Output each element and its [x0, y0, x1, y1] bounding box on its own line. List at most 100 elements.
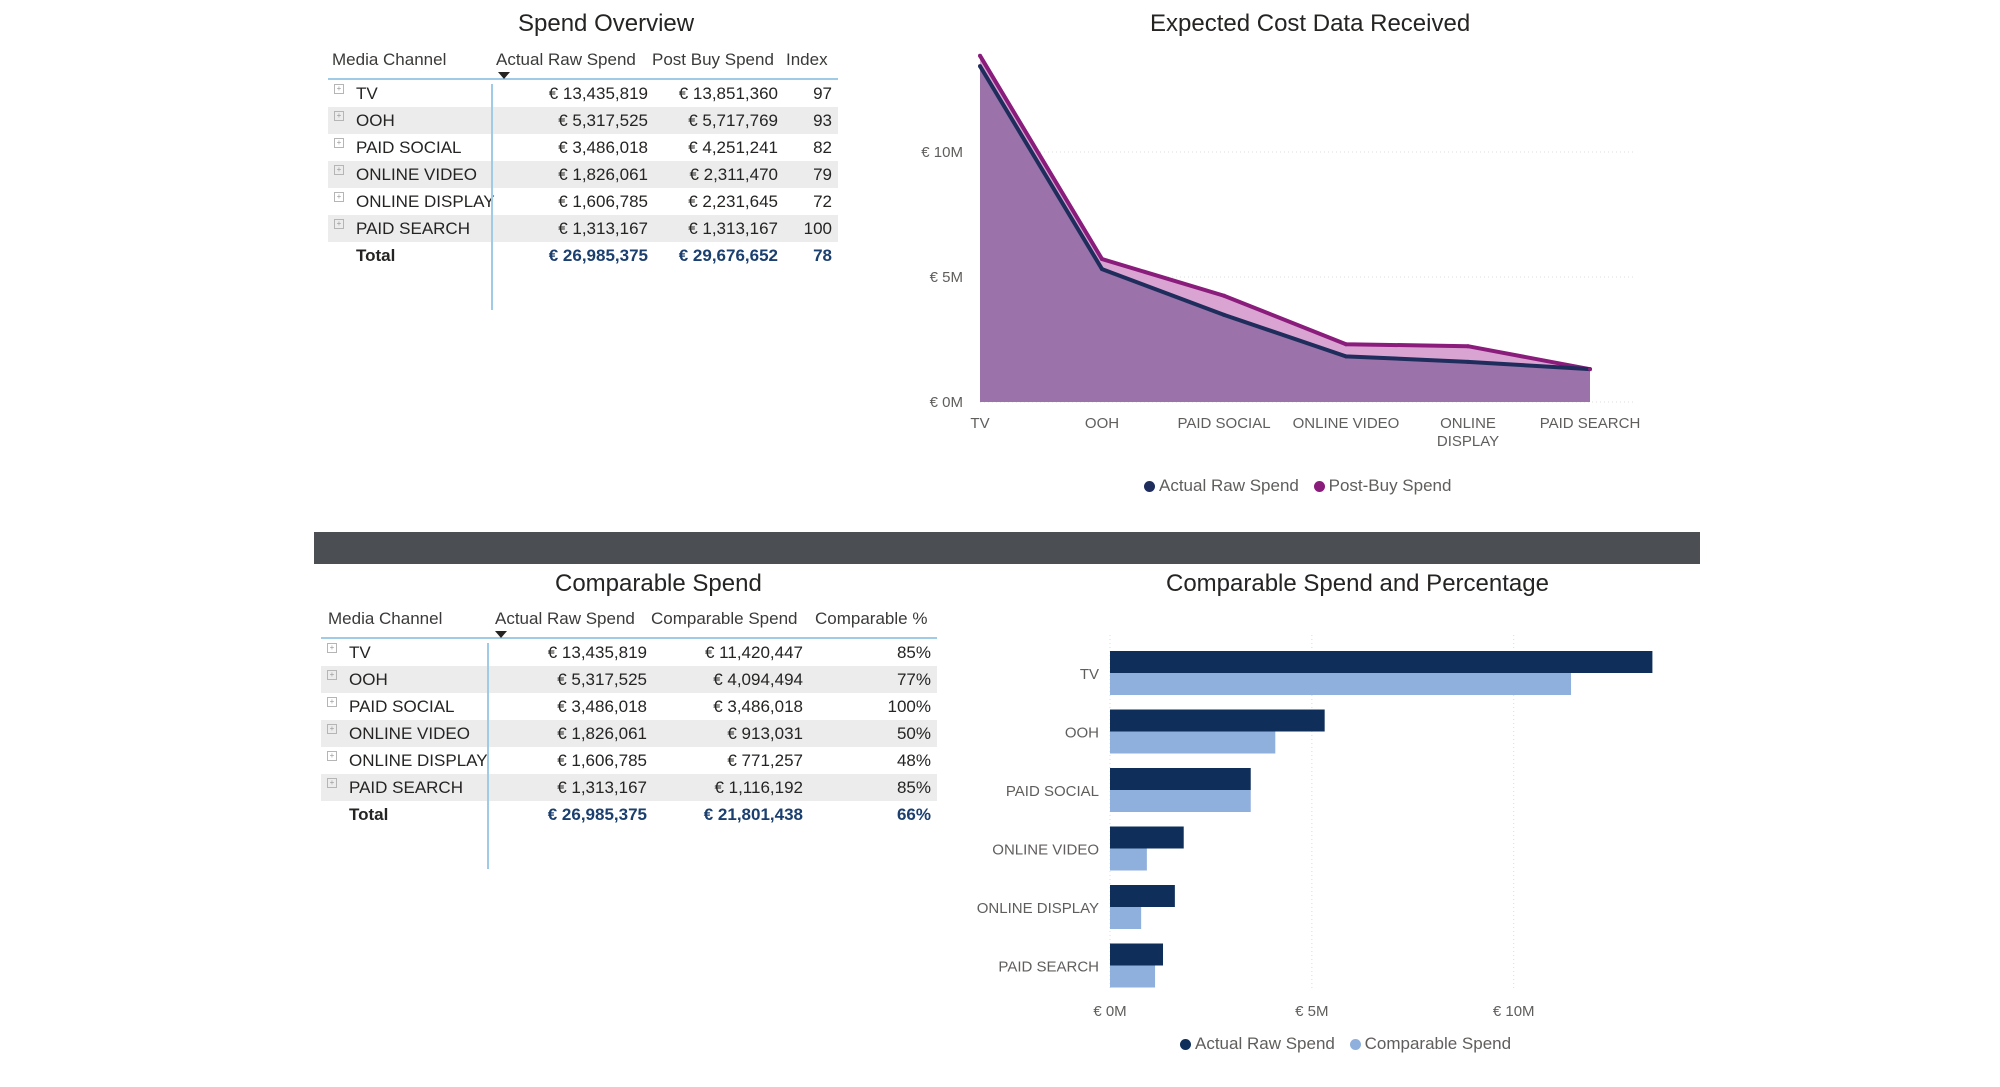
expand-icon[interactable]: +: [334, 111, 344, 121]
cell-actual-raw-spend: € 3,486,018: [558, 138, 648, 157]
bar-comparable-spend[interactable]: [1110, 673, 1572, 695]
actual-point[interactable]: [978, 64, 982, 69]
legend-item-post-buy[interactable]: Post-Buy Spend: [1313, 476, 1451, 495]
y-tick-label: PAID SEARCH: [998, 959, 1099, 976]
expand-icon[interactable]: +: [327, 670, 337, 680]
header-index[interactable]: Index: [786, 50, 828, 69]
cell-comparable-pct: 85%: [896, 778, 931, 797]
spend-overview-table: Media Channel Actual Raw Spend Post Buy …: [328, 44, 838, 310]
header-post-buy-spend[interactable]: Post Buy Spend: [652, 50, 774, 69]
y-tick-label: PAID SOCIAL: [1006, 783, 1099, 800]
spend-overview-title: Spend Overview: [518, 10, 695, 37]
actual-point[interactable]: [1222, 312, 1226, 317]
legend-item-actual[interactable]: Actual Raw Spend: [1144, 476, 1299, 495]
bar-comparable-spend[interactable]: [1110, 848, 1147, 871]
bar-actual-raw-spend[interactable]: [1110, 826, 1184, 849]
sort-desc-icon[interactable]: [498, 72, 510, 79]
y-tick-label: ONLINE VIDEO: [992, 842, 1099, 859]
bar-actual-raw-spend[interactable]: [1110, 709, 1325, 732]
expand-icon[interactable]: +: [327, 751, 337, 761]
header-comparable-spend[interactable]: Comparable Spend: [651, 609, 798, 628]
table-row[interactable]: + TV € 13,435,819 € 13,851,360 97: [328, 80, 838, 107]
expand-icon[interactable]: +: [327, 697, 337, 707]
section-divider: [314, 532, 1700, 564]
cell-post-buy-spend: € 2,231,645: [688, 192, 778, 211]
table-row[interactable]: + PAID SOCIAL € 3,486,018 € 4,251,241 82: [328, 134, 838, 161]
cell-actual-raw-spend: € 3,486,018: [557, 697, 647, 716]
x-tick-label: PAID SOCIAL: [1177, 415, 1270, 432]
bar-actual-raw-spend[interactable]: [1110, 943, 1164, 966]
cell-actual-raw-spend: € 13,435,819: [548, 84, 648, 103]
cell-actual-raw-spend: € 1,606,785: [558, 192, 648, 211]
post-buy-point[interactable]: [978, 53, 982, 58]
cell-index: 78: [813, 246, 832, 265]
bar-comparable-spend[interactable]: [1110, 731, 1276, 754]
sort-desc-icon[interactable]: [495, 631, 507, 638]
table-row[interactable]: + ONLINE DISPLAY € 1,606,785 € 2,231,645 72: [328, 188, 838, 215]
post-buy-point[interactable]: [1100, 257, 1104, 262]
cell-actual-raw-spend: € 1,313,167: [557, 778, 647, 797]
cell-post-buy-spend: € 1,313,167: [688, 219, 778, 238]
cell-channel: ONLINE VIDEO: [349, 724, 470, 743]
expand-icon[interactable]: +: [327, 778, 337, 788]
header-comparable-pct[interactable]: Comparable %: [815, 609, 928, 628]
actual-point[interactable]: [1100, 267, 1104, 272]
post-buy-point[interactable]: [1222, 293, 1226, 298]
legend-item-comparable[interactable]: Comparable Spend: [1349, 1034, 1511, 1053]
header-media-channel[interactable]: Media Channel: [328, 609, 443, 628]
header-actual-raw-spend[interactable]: Actual Raw Spend: [496, 50, 636, 69]
cell-index: 97: [813, 84, 832, 103]
x-tick-label: OOH: [1085, 415, 1119, 432]
table-row[interactable]: + ONLINE VIDEO € 1,826,061 € 2,311,470 79: [328, 161, 838, 188]
expand-icon[interactable]: +: [327, 724, 337, 734]
bar-comparable-spend[interactable]: [1110, 965, 1156, 988]
cell-post-buy-spend: € 4,251,241: [688, 138, 778, 157]
legend-dot-actual: [1180, 1039, 1191, 1050]
cell-comparable-pct: 66%: [896, 805, 931, 824]
bar-actual-raw-spend[interactable]: [1110, 885, 1175, 907]
bar-actual-raw-spend[interactable]: [1110, 768, 1251, 790]
actual-point[interactable]: [1344, 354, 1348, 359]
table-row[interactable]: + ONLINE DISPLAY € 1,606,785 € 771,257 48%: [321, 747, 937, 774]
table-row[interactable]: + OOH € 5,317,525 € 5,717,769 93: [328, 107, 838, 134]
post-buy-point[interactable]: [1344, 342, 1348, 347]
total-row[interactable]: Total € 26,985,375 € 29,676,652 78: [328, 242, 838, 269]
expand-icon[interactable]: +: [334, 192, 344, 202]
cell-channel: PAID SEARCH: [356, 219, 470, 238]
post-buy-point[interactable]: [1466, 344, 1470, 349]
bar-comparable-spend[interactable]: [1110, 790, 1251, 812]
cell-comparable-spend: € 1,116,192: [714, 778, 803, 797]
cell-actual-raw-spend: € 26,985,375: [548, 246, 648, 265]
expand-icon[interactable]: +: [327, 643, 337, 653]
bar-actual-raw-spend[interactable]: [1110, 651, 1653, 673]
expand-icon[interactable]: +: [334, 219, 344, 229]
actual-point[interactable]: [1466, 359, 1470, 364]
cell-channel: Total: [356, 246, 396, 265]
table-row[interactable]: + TV € 13,435,819 € 11,420,447 85%: [321, 639, 937, 666]
comparable-spend-title: Comparable Spend: [555, 570, 762, 597]
post-buy-point[interactable]: [1588, 367, 1592, 372]
cell-post-buy-spend: € 2,311,470: [689, 165, 778, 184]
total-row[interactable]: Total € 26,985,375 € 21,801,438 66%: [321, 801, 937, 828]
table-row[interactable]: + PAID SEARCH € 1,313,167 € 1,313,167 100: [328, 215, 838, 242]
area-chart-legend: Actual Raw Spend Post-Buy Spend: [1144, 476, 1461, 496]
cell-index: 79: [813, 165, 832, 184]
y-tick-label: € 0M: [930, 394, 963, 411]
post-buy-line[interactable]: [978, 54, 1591, 372]
expand-icon[interactable]: +: [334, 84, 344, 94]
actual-raw-line[interactable]: [978, 65, 1591, 372]
header-actual-raw-spend[interactable]: Actual Raw Spend: [495, 609, 635, 628]
expand-icon[interactable]: +: [334, 165, 344, 175]
x-tick-label: ONLINE VIDEO: [1293, 415, 1400, 432]
cell-channel: ONLINE VIDEO: [356, 165, 477, 184]
table-row[interactable]: + PAID SOCIAL € 3,486,018 € 3,486,018 100%: [321, 693, 937, 720]
legend-item-actual[interactable]: Actual Raw Spend: [1180, 1034, 1335, 1053]
table-row[interactable]: + ONLINE VIDEO € 1,826,061 € 913,031 50%: [321, 720, 937, 747]
table-row[interactable]: + PAID SEARCH € 1,313,167 € 1,116,192 85%: [321, 774, 937, 801]
bar-comparable-spend[interactable]: [1110, 907, 1142, 929]
table-row[interactable]: + OOH € 5,317,525 € 4,094,494 77%: [321, 666, 937, 693]
header-media-channel[interactable]: Media Channel: [332, 50, 447, 69]
expand-icon[interactable]: +: [334, 138, 344, 148]
cell-actual-raw-spend: € 26,985,375: [547, 805, 647, 824]
cell-post-buy-spend: € 13,851,360: [678, 84, 778, 103]
